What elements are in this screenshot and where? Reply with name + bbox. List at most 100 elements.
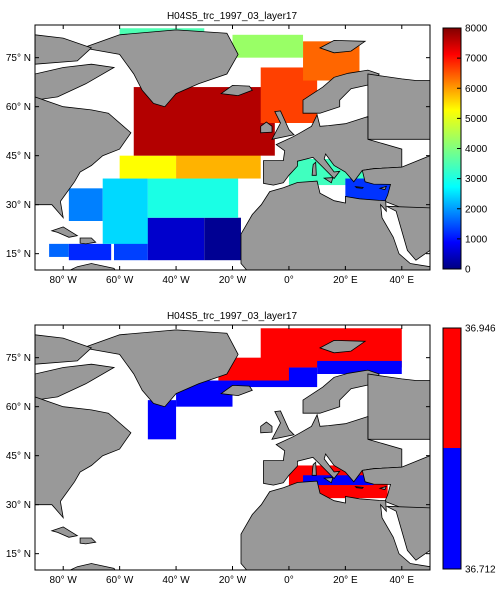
- x-tick-label: 60° W: [106, 275, 134, 286]
- x-tick-label: 20° E: [333, 575, 358, 586]
- x-tick-label: 0°: [284, 575, 294, 586]
- y-tick-label: 75° N: [6, 53, 31, 64]
- y-tick-label: 15° N: [6, 549, 31, 560]
- land-polygon: [386, 205, 430, 261]
- x-tick-label: 80° W: [50, 575, 78, 586]
- data-cell: [204, 217, 241, 261]
- y-tick-label: 45° N: [6, 451, 31, 462]
- y-tick-label: 60° N: [6, 102, 31, 113]
- land-polygon: [50, 226, 79, 238]
- y-tick-label: 30° N: [6, 500, 31, 511]
- land-polygon: [319, 339, 367, 354]
- data-cell: [49, 243, 69, 257]
- data-cell: [232, 34, 304, 58]
- x-axis-ticks: 80° W 60° W 40° W 20° W 0° 20° E 40° E: [50, 325, 414, 586]
- land-polygon: [322, 177, 334, 184]
- data-cell: [68, 188, 103, 221]
- y-axis-ticks: 75° N 60° N 45° N 30° N 15° N: [6, 353, 430, 560]
- land-polygon: [50, 526, 79, 538]
- colorbar-frame: [442, 327, 462, 570]
- y-tick-label: 15° N: [6, 249, 31, 260]
- colorbar-tick-label: 7000: [465, 54, 488, 65]
- land-polygon: [361, 155, 430, 209]
- data-cell: [119, 155, 177, 179]
- land-polygon: [378, 485, 388, 491]
- map-title: H04S5_trc_1997_03_layer17: [167, 11, 298, 22]
- colorbar-tick-label: 4000: [465, 144, 488, 155]
- data-cell: [317, 360, 402, 374]
- map-top: H04S5_trc_1997_03_layer17 80° W 60° W 40° …: [6, 11, 488, 286]
- x-tick-label: 40° E: [389, 575, 414, 586]
- land-polygon: [354, 186, 364, 189]
- land-polygon: [35, 363, 116, 401]
- map-bottom: H04S5_trc_1997_03_layer17 80° W 60° W 40° …: [6, 311, 496, 586]
- land-polygon: [35, 34, 93, 65]
- land-layer: [35, 329, 430, 570]
- colorbar: 36.946 36.712: [442, 324, 496, 576]
- colorbar-tick-label: 36.946: [465, 324, 496, 335]
- y-axis-ticks: 75° N 60° N 45° N 30° N 15° N: [6, 53, 430, 260]
- land-polygon: [35, 396, 132, 570]
- y-tick-label: 30° N: [6, 200, 31, 211]
- land-polygon: [79, 237, 97, 245]
- land-polygon: [260, 121, 273, 134]
- data-cell: [102, 178, 148, 244]
- x-tick-label: 40° W: [162, 275, 190, 286]
- x-tick-label: 0°: [284, 275, 294, 286]
- colorbar-tick-label: 0: [465, 265, 471, 276]
- map-title: H04S5_trc_1997_03_layer17: [167, 311, 298, 322]
- colorbar-lower: [443, 448, 461, 569]
- colorbar: 8000 7000 6000 5000 4000 3000 2000 1000 0: [442, 24, 488, 276]
- colorbar-tick-label: 3000: [465, 174, 488, 185]
- land-polygon: [35, 563, 116, 570]
- land-polygon: [220, 84, 253, 97]
- colorbar-upper: [443, 328, 461, 448]
- land-polygon: [361, 455, 430, 509]
- land-polygon: [220, 384, 253, 397]
- y-tick-label: 75° N: [6, 353, 31, 364]
- land-polygon: [240, 180, 430, 270]
- x-tick-label: 60° W: [106, 575, 134, 586]
- land-polygon: [35, 96, 132, 270]
- land-layer: [35, 29, 430, 270]
- land-polygon: [319, 39, 367, 54]
- x-tick-label: 40° E: [389, 275, 414, 286]
- land-polygon: [81, 329, 239, 408]
- colorbar-tick-label: 6000: [465, 84, 488, 95]
- land-polygon: [81, 29, 239, 108]
- land-polygon: [260, 421, 273, 434]
- land-polygon: [322, 477, 334, 484]
- land-polygon: [271, 410, 295, 440]
- colorbar-ticks: 36.946 36.712: [465, 324, 496, 576]
- colorbar-ticks: 8000 7000 6000 5000 4000 3000 2000 1000 0: [457, 24, 488, 276]
- x-tick-label: 40° W: [162, 575, 190, 586]
- colorbar-tick-label: 5000: [465, 114, 488, 125]
- land-polygon: [35, 334, 93, 365]
- land-polygon: [386, 505, 430, 561]
- colorbar-tick-label: 2000: [465, 204, 488, 215]
- colorbar-tick-label: 36.712: [465, 565, 496, 576]
- land-polygon: [367, 373, 430, 440]
- data-cell: [68, 243, 112, 261]
- land-polygon: [367, 73, 430, 140]
- x-tick-label: 20° W: [219, 575, 247, 586]
- land-polygon: [311, 161, 317, 176]
- x-tick-label: 80° W: [50, 275, 78, 286]
- data-cell: [147, 400, 177, 440]
- land-polygon: [35, 263, 116, 270]
- land-polygon: [378, 185, 388, 191]
- land-polygon: [79, 537, 97, 545]
- land-polygon: [354, 486, 364, 489]
- y-tick-label: 60° N: [6, 402, 31, 413]
- data-cell: [147, 217, 205, 261]
- data-cell: [303, 475, 374, 486]
- land-polygon: [311, 461, 317, 476]
- x-tick-label: 20° W: [219, 275, 247, 286]
- y-tick-label: 45° N: [6, 151, 31, 162]
- land-polygon: [271, 110, 295, 140]
- colorbar-tick-label: 8000: [465, 24, 488, 35]
- x-axis-ticks: 80° W 60° W 40° W 20° W 0° 20° E 40° E: [50, 25, 414, 286]
- land-polygon: [35, 63, 116, 101]
